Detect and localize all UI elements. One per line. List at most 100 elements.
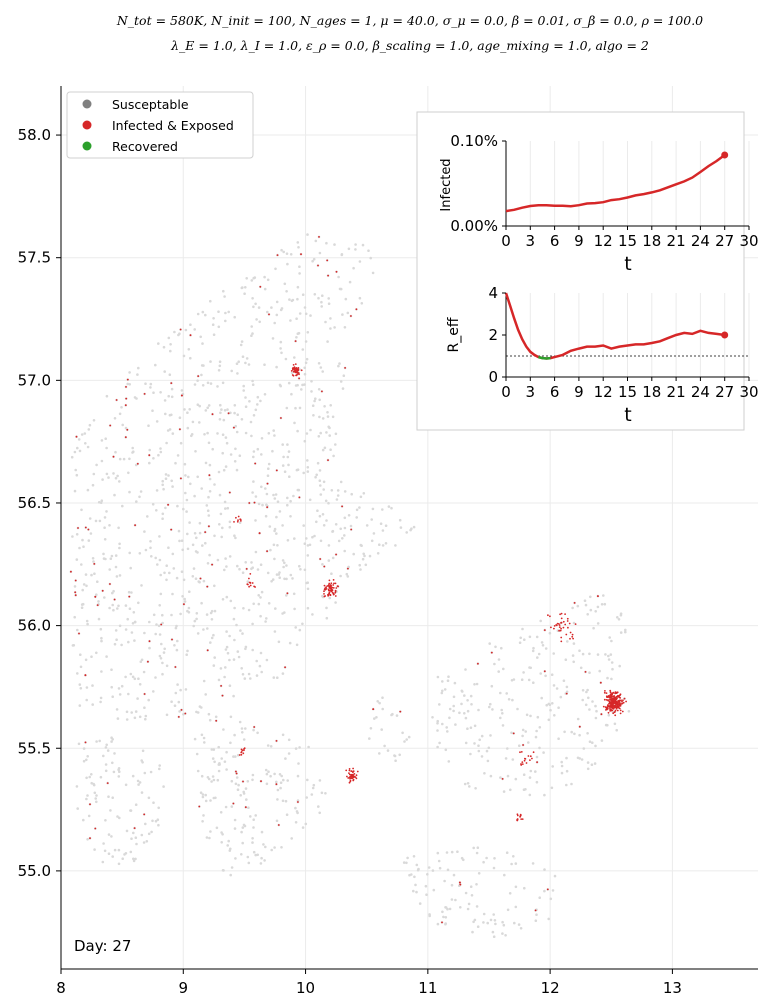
land-dot bbox=[175, 576, 179, 580]
land-dot bbox=[306, 544, 310, 547]
land-dot bbox=[296, 297, 299, 301]
land-dot bbox=[593, 762, 597, 765]
land-dot bbox=[217, 470, 221, 474]
land-dot bbox=[531, 862, 535, 865]
land-dot bbox=[275, 300, 279, 304]
land-dot bbox=[254, 408, 258, 412]
land-dot bbox=[150, 555, 153, 558]
land-dot bbox=[286, 496, 289, 500]
land-dot bbox=[289, 573, 293, 577]
land-dot bbox=[324, 320, 327, 324]
land-dot bbox=[300, 388, 303, 391]
land-dot bbox=[287, 752, 291, 755]
land-dot bbox=[86, 794, 89, 797]
land-dot bbox=[407, 735, 411, 739]
land-dot bbox=[525, 713, 529, 717]
land-dot bbox=[244, 787, 248, 790]
land-dot bbox=[576, 604, 580, 608]
land-dot bbox=[90, 781, 93, 785]
infected-dot bbox=[179, 428, 181, 431]
land-dot bbox=[81, 538, 84, 542]
land-dot bbox=[163, 571, 166, 575]
land-dot bbox=[211, 323, 215, 327]
land-dot bbox=[103, 849, 107, 853]
land-dot bbox=[286, 539, 290, 542]
land-dot bbox=[154, 632, 157, 636]
infected-inset-x-tick-label: 12 bbox=[594, 232, 613, 250]
infected-dot bbox=[441, 921, 443, 924]
land-dot bbox=[529, 666, 532, 670]
infected-dot bbox=[248, 585, 251, 588]
land-dot bbox=[161, 479, 164, 483]
land-dot bbox=[274, 493, 278, 496]
land-dot bbox=[493, 662, 496, 666]
land-dot bbox=[281, 464, 285, 467]
land-dot bbox=[219, 667, 223, 670]
land-dot bbox=[167, 474, 170, 477]
land-dot bbox=[437, 859, 441, 863]
land-dot bbox=[258, 664, 262, 668]
infected-dot bbox=[555, 624, 558, 627]
infected-dot bbox=[609, 705, 611, 707]
land-dot bbox=[266, 278, 270, 282]
map-x-tick-label: 13 bbox=[663, 979, 682, 997]
land-dot bbox=[118, 546, 121, 550]
land-dot bbox=[305, 537, 308, 540]
land-dot bbox=[144, 548, 148, 552]
land-dot bbox=[240, 853, 243, 856]
land-dot bbox=[287, 463, 290, 467]
land-dot bbox=[322, 488, 326, 491]
land-dot bbox=[285, 564, 288, 567]
infected-dot bbox=[597, 595, 599, 597]
land-dot bbox=[416, 868, 420, 872]
infected-dot bbox=[501, 778, 504, 780]
land-dot bbox=[379, 522, 383, 525]
land-dot bbox=[258, 320, 262, 324]
land-dot bbox=[306, 554, 310, 557]
infected-dot bbox=[235, 772, 238, 775]
land-dot bbox=[295, 317, 298, 321]
land-dot bbox=[252, 602, 255, 606]
land-dot bbox=[288, 475, 291, 479]
legend-marker-recovered bbox=[82, 141, 92, 151]
infected-dot bbox=[610, 706, 613, 709]
land-dot bbox=[143, 631, 146, 635]
reff-series-endpoint bbox=[721, 331, 729, 339]
land-dot bbox=[501, 724, 505, 727]
land-dot bbox=[296, 429, 299, 433]
land-dot bbox=[100, 439, 104, 442]
land-dot bbox=[432, 888, 436, 892]
map-y-tick-label: 55.5 bbox=[18, 739, 51, 757]
land-dot bbox=[99, 775, 103, 779]
land-dot bbox=[112, 770, 116, 774]
land-dot bbox=[132, 857, 135, 861]
land-dot bbox=[260, 830, 264, 834]
land-dot bbox=[269, 745, 273, 748]
infected-dot bbox=[211, 563, 214, 566]
land-dot bbox=[304, 822, 308, 826]
land-dot bbox=[579, 666, 583, 670]
land-dot bbox=[627, 710, 631, 713]
land-dot bbox=[276, 500, 280, 504]
land-dot bbox=[288, 641, 292, 645]
infected-dot bbox=[294, 340, 297, 342]
land-dot bbox=[152, 690, 155, 693]
land-dot bbox=[493, 919, 497, 922]
land-dot bbox=[224, 319, 227, 323]
land-dot bbox=[195, 536, 198, 540]
land-dot bbox=[141, 749, 145, 753]
land-dot bbox=[218, 360, 222, 364]
land-dot bbox=[95, 463, 98, 467]
infected-dot bbox=[558, 626, 561, 628]
land-dot bbox=[304, 312, 308, 316]
land-dot bbox=[267, 602, 271, 605]
land-dot bbox=[340, 253, 344, 257]
map-x-tick-label: 8 bbox=[56, 979, 66, 997]
land-dot bbox=[256, 568, 260, 571]
reff-inset-y-tick-label: 0 bbox=[488, 368, 498, 386]
land-dot bbox=[221, 526, 224, 530]
land-dot bbox=[99, 627, 103, 631]
land-dot bbox=[158, 633, 162, 636]
infected-dot bbox=[180, 709, 183, 711]
land-dot bbox=[598, 669, 601, 673]
